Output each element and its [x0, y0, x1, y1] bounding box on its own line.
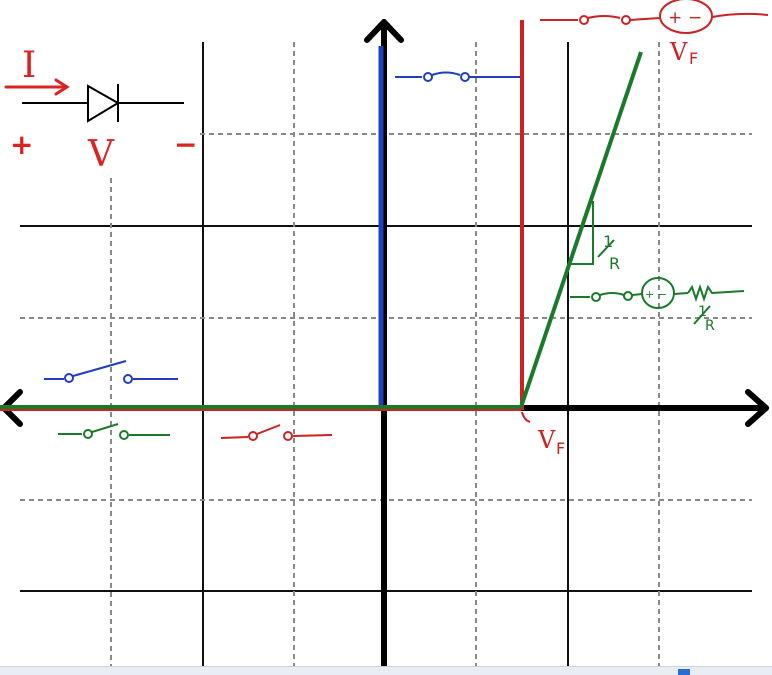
vf-top-sub: F — [689, 49, 698, 68]
constant-drop-curve — [0, 20, 524, 411]
grid-dashed-lines — [20, 42, 752, 666]
diode-icon — [22, 84, 184, 123]
model-res-bar — [693, 305, 711, 325]
switch-open-icon — [220, 424, 333, 441]
source-minus: − — [688, 8, 702, 28]
piecewise-linear-curve — [0, 51, 643, 409]
plus-label: + — [10, 128, 33, 161]
taskbar-button[interactable] — [678, 669, 690, 675]
vf-axis-label: V — [537, 426, 556, 454]
switch-closed-icon — [570, 291, 689, 302]
slope-num: 1 — [603, 232, 613, 251]
voltage-source-icon — [641, 277, 675, 309]
model-res-num: 1 — [698, 304, 707, 320]
source-plus: + — [668, 8, 682, 28]
slope-den: R — [609, 254, 620, 273]
voltage-label: V — [87, 134, 115, 175]
slope-triangle — [567, 201, 594, 265]
taskbar — [0, 666, 772, 675]
minus-label: − — [174, 128, 197, 161]
slope-fraction-bar — [597, 239, 615, 258]
voltage-source-icon — [659, 0, 713, 34]
y-axis-arrow-up — [364, 19, 404, 43]
x-axis-arrow-right — [745, 389, 769, 427]
model-res-den: R — [705, 318, 715, 334]
arrow-icon — [4, 78, 70, 96]
source-green-label: + − — [645, 288, 667, 301]
vf-axis-sub: F — [556, 439, 565, 458]
switch-open-icon — [58, 423, 170, 440]
switch-closed-icon — [540, 12, 769, 25]
vf-top-label: V — [669, 38, 688, 66]
switch-open-icon — [44, 360, 178, 384]
vf-tick-mark — [521, 411, 531, 423]
switch-closed-icon — [395, 71, 520, 82]
resistor-icon — [687, 283, 745, 303]
current-label: I — [22, 45, 36, 86]
